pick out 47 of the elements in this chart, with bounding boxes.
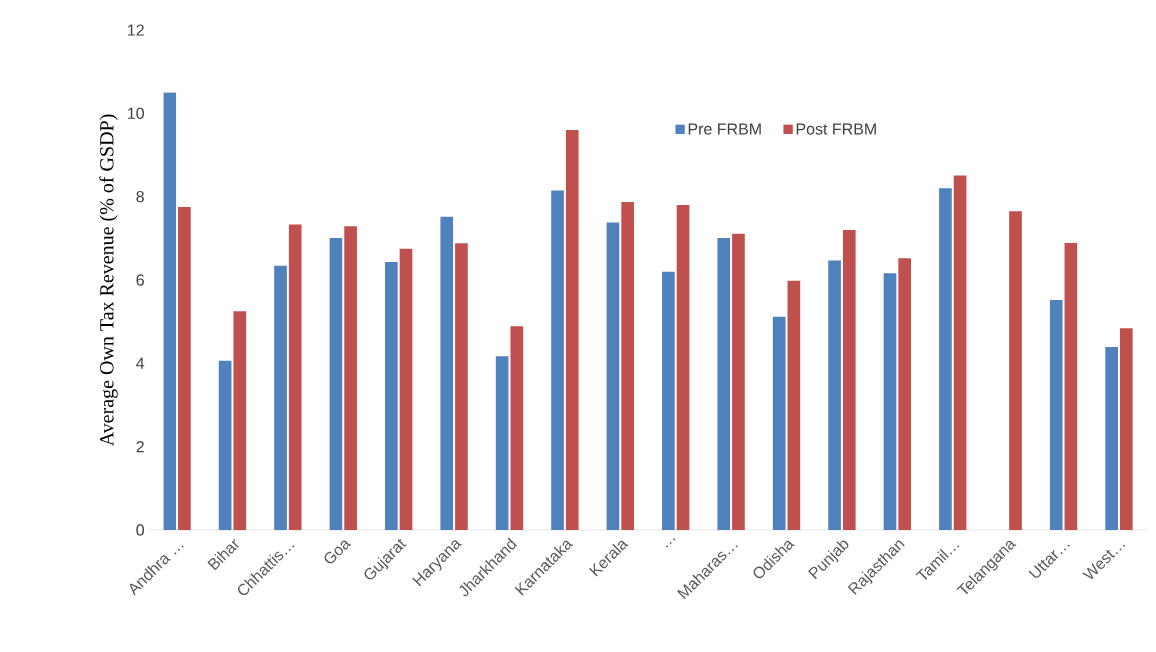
- bar: [1105, 347, 1118, 530]
- bar: [621, 202, 634, 530]
- bar: [344, 226, 357, 530]
- y-tick-label: 0: [136, 524, 145, 536]
- x-tick-label: Goa: [324, 540, 352, 564]
- bar: [953, 175, 967, 530]
- bar: [1009, 211, 1022, 530]
- y-tick-label: 10: [128, 107, 145, 119]
- bar: [565, 129, 579, 530]
- bar: [717, 237, 731, 530]
- y-tick-label: 8: [136, 190, 144, 203]
- x-tick-label: …: [665, 538, 676, 548]
- bar: [1064, 242, 1078, 530]
- y-axis-title: Average Own Tax Revenue (% of GSDP): [99, 114, 118, 447]
- bar: [455, 243, 468, 530]
- bar: [842, 229, 856, 530]
- bar: [1049, 299, 1063, 530]
- bar: [939, 188, 952, 530]
- bar: [676, 204, 690, 530]
- bar: [510, 326, 524, 530]
- y-tick-label: 6: [136, 274, 144, 286]
- bar: [329, 237, 343, 530]
- bar: [178, 207, 191, 530]
- bar: [606, 222, 620, 530]
- bar: [288, 224, 302, 530]
- bar: [883, 273, 897, 530]
- bar: [440, 216, 454, 530]
- y-tick-label: 2: [136, 441, 144, 453]
- y-tick-label: 12: [128, 24, 144, 36]
- bar: [1119, 328, 1133, 530]
- bar: [218, 360, 232, 530]
- y-tick-label: 4: [136, 357, 145, 369]
- legend-label: Pre FRBM: [688, 123, 761, 135]
- bar: [495, 356, 509, 530]
- bar: [772, 316, 786, 530]
- bar: [233, 311, 247, 530]
- bar: [551, 190, 564, 530]
- bar: [385, 262, 398, 530]
- bar: [732, 233, 745, 530]
- bar: [828, 260, 841, 530]
- bar: [898, 258, 912, 530]
- legend-label: Post FRBM: [796, 123, 876, 135]
- bar: [163, 92, 177, 530]
- bar: [399, 248, 413, 530]
- bar: [662, 271, 675, 530]
- bar: [274, 265, 287, 530]
- bar: [787, 280, 801, 530]
